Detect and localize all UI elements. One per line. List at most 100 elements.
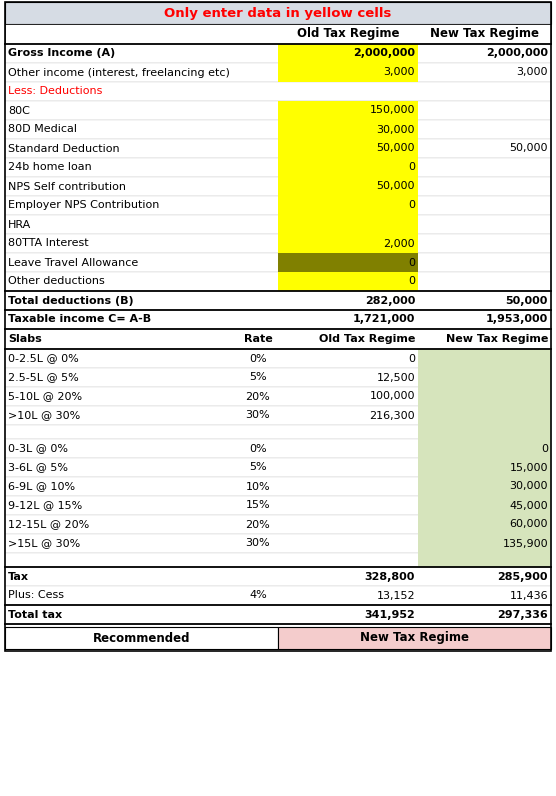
Text: Total tax: Total tax	[8, 610, 62, 619]
Text: 150,000: 150,000	[370, 106, 415, 115]
Bar	[5, 567, 551, 586]
Text: 3-6L @ 5%: 3-6L @ 5%	[8, 462, 68, 473]
Bar	[5, 458, 551, 477]
Bar	[5, 291, 551, 310]
Bar	[418, 515, 551, 534]
Text: 30,000: 30,000	[509, 482, 548, 491]
Bar	[5, 234, 551, 253]
Bar	[5, 2, 551, 651]
Text: 11,436: 11,436	[509, 591, 548, 600]
Bar	[278, 101, 418, 120]
Text: 3,000: 3,000	[517, 68, 548, 77]
Bar	[5, 63, 551, 82]
Text: Standard Deduction: Standard Deduction	[8, 143, 120, 154]
Text: 285,900: 285,900	[498, 572, 548, 582]
Text: 15,000: 15,000	[509, 462, 548, 473]
Text: New Tax Regime: New Tax Regime	[430, 28, 539, 41]
Text: 30%: 30%	[246, 411, 270, 420]
Bar	[275, 293, 327, 624]
Text: Rate: Rate	[244, 334, 272, 344]
Text: Only enter data in yellow cells: Only enter data in yellow cells	[165, 6, 391, 19]
Text: New Tax Regime: New Tax Regime	[360, 631, 469, 645]
Text: New Tax Regime: New Tax Regime	[445, 334, 548, 344]
Bar	[278, 177, 418, 196]
Text: 1,953,000: 1,953,000	[486, 314, 548, 325]
Text: 5-10L @ 20%: 5-10L @ 20%	[8, 392, 82, 401]
Text: 0: 0	[408, 276, 415, 287]
Text: 15%: 15%	[246, 501, 270, 510]
Bar	[418, 496, 551, 515]
Text: 6-9L @ 10%: 6-9L @ 10%	[8, 482, 75, 491]
Text: 12-15L @ 20%: 12-15L @ 20%	[8, 520, 90, 529]
Text: 135,900: 135,900	[503, 539, 548, 548]
Text: Leave Travel Allowance: Leave Travel Allowance	[8, 257, 138, 267]
Bar	[207, 336, 259, 624]
Bar	[418, 458, 551, 477]
Bar	[278, 139, 418, 158]
Bar	[278, 63, 418, 82]
Text: 20%: 20%	[246, 392, 270, 401]
Text: Employer NPS Contribution: Employer NPS Contribution	[8, 201, 160, 210]
Text: 328,800: 328,800	[365, 572, 415, 582]
Text: 0: 0	[408, 201, 415, 210]
Text: Other income (interest, freelancing etc): Other income (interest, freelancing etc)	[8, 68, 230, 77]
Text: 9-12L @ 15%: 9-12L @ 15%	[8, 501, 82, 510]
Text: Recommended: Recommended	[93, 631, 190, 645]
Bar	[5, 120, 551, 139]
Bar	[5, 439, 551, 458]
Text: Arthgyaan: Arthgyaan	[167, 446, 363, 478]
Text: 282,000: 282,000	[365, 295, 415, 306]
Bar	[418, 368, 551, 387]
Bar	[5, 586, 551, 605]
Text: 50,000: 50,000	[505, 295, 548, 306]
Text: Total deductions (B): Total deductions (B)	[8, 295, 133, 306]
Text: 0%: 0%	[249, 443, 267, 454]
Bar	[5, 158, 551, 177]
Bar	[5, 368, 551, 387]
Bar	[5, 253, 551, 272]
Text: 80C: 80C	[8, 106, 30, 115]
Text: 2,000,000: 2,000,000	[353, 49, 415, 58]
Text: 12,500: 12,500	[376, 373, 415, 383]
Bar	[278, 196, 418, 215]
Bar	[5, 2, 551, 24]
Text: Plus: Cess: Plus: Cess	[8, 591, 64, 600]
Bar	[418, 349, 551, 368]
Bar	[418, 534, 551, 553]
Bar	[5, 553, 551, 567]
Bar	[5, 44, 551, 63]
Bar	[5, 627, 278, 649]
Text: 50,000: 50,000	[376, 143, 415, 154]
Bar	[5, 425, 551, 439]
Text: 0: 0	[408, 257, 415, 267]
Bar	[418, 477, 551, 496]
Bar	[5, 215, 551, 234]
Bar	[278, 215, 418, 234]
Text: 45,000: 45,000	[509, 501, 548, 510]
Text: 0-2.5L @ 0%: 0-2.5L @ 0%	[8, 353, 79, 364]
Bar	[5, 406, 551, 425]
Bar	[278, 272, 418, 291]
Bar	[278, 158, 418, 177]
Text: 4%: 4%	[249, 591, 267, 600]
Bar	[5, 477, 551, 496]
Bar	[5, 101, 551, 120]
Bar	[418, 406, 551, 425]
Text: Other deductions: Other deductions	[8, 276, 105, 287]
Bar	[152, 426, 194, 624]
Bar	[418, 439, 551, 458]
Text: 60,000: 60,000	[509, 520, 548, 529]
Text: 2,000,000: 2,000,000	[486, 49, 548, 58]
Text: 20%: 20%	[246, 520, 270, 529]
Text: 5%: 5%	[249, 462, 267, 473]
Text: 30,000: 30,000	[376, 124, 415, 135]
Bar	[5, 196, 551, 215]
Bar	[5, 177, 551, 196]
Bar	[5, 534, 551, 553]
Text: >10L @ 30%: >10L @ 30%	[8, 411, 80, 420]
Bar	[5, 310, 551, 329]
Text: Tax: Tax	[8, 572, 29, 582]
Bar	[5, 496, 551, 515]
Text: 0%: 0%	[249, 353, 267, 364]
Text: 0: 0	[408, 162, 415, 173]
